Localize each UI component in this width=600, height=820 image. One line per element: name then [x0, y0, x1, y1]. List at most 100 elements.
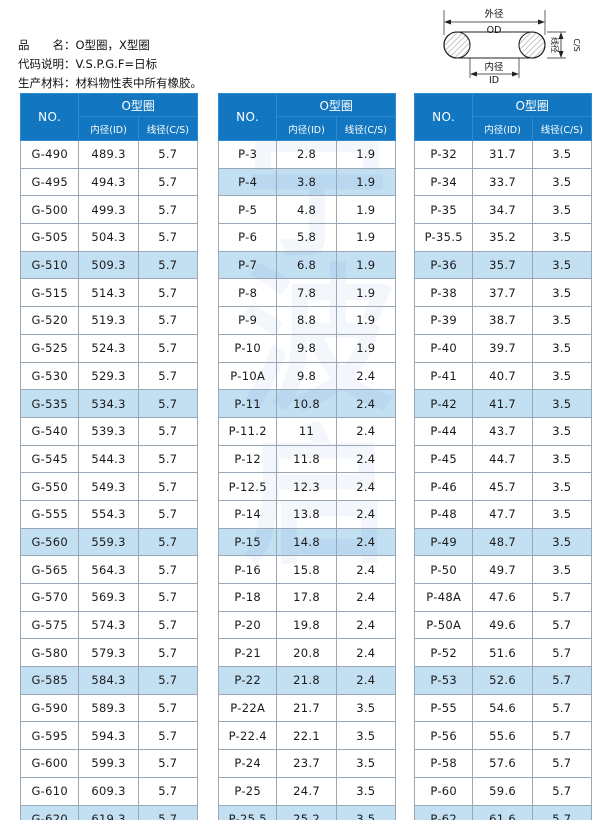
cell-no: P-52 — [413, 638, 474, 668]
table-g-series: NO. O型圈 内径(ID) 线径(C/S) G-490 489.3 5.7 G-49… — [19, 93, 199, 820]
cell-id: 33.7 — [472, 167, 533, 197]
cell-cs: 5.7 — [137, 776, 199, 806]
cell-no: P-8 — [217, 278, 278, 308]
cell-id: 39.7 — [472, 333, 533, 363]
cell-cs: 5.7 — [137, 472, 199, 501]
table-row: P-44 43.7 3.5 — [413, 416, 593, 446]
cell-id: 10.8 — [276, 389, 337, 418]
cell-no: G-595 — [19, 721, 80, 751]
table-row: G-585 584.3 5.7 — [19, 666, 199, 695]
table-row: P-25 24.7 3.5 — [217, 776, 397, 806]
table-row: P-21 20.8 2.4 — [217, 638, 397, 668]
cell-cs: 1.9 — [335, 167, 397, 197]
cell-no: P-48 — [413, 499, 474, 529]
table-row: P-52 51.6 5.7 — [413, 638, 593, 668]
cell-cs: 2.4 — [335, 499, 397, 529]
cell-cs: 5.7 — [531, 721, 593, 751]
cell-id: 49.6 — [472, 610, 533, 640]
cell-cs: 3.5 — [531, 140, 593, 169]
cell-id: 24.7 — [276, 776, 337, 806]
cell-id: 61.6 — [472, 804, 533, 820]
cell-id: 9.8 — [276, 361, 337, 391]
table-row: P-6 5.8 1.9 — [217, 223, 397, 252]
cell-id: 584.3 — [78, 666, 139, 695]
cell-cs: 2.4 — [335, 555, 397, 584]
cell-id: 619.3 — [78, 804, 139, 820]
cell-id: 54.6 — [472, 693, 533, 723]
material-line: 生产材料：材料物性表中所有橡胶。 — [18, 76, 202, 90]
table-row: G-600 599.3 5.7 — [19, 749, 199, 778]
cell-id: 594.3 — [78, 721, 139, 751]
cell-no: P-49 — [413, 527, 474, 557]
table-row: P-41 40.7 3.5 — [413, 361, 593, 391]
cell-no: G-600 — [19, 749, 80, 778]
cell-no: P-36 — [413, 250, 474, 280]
col-header-id: 内径(ID) — [276, 116, 337, 141]
table-header: NO. O型圈 内径(ID) 线径(C/S) — [217, 93, 397, 141]
cell-cs: 5.7 — [137, 693, 199, 723]
table-row: P-7 6.8 1.9 — [217, 250, 397, 280]
cell-cs: 1.9 — [335, 250, 397, 280]
cell-id: 13.8 — [276, 499, 337, 529]
cell-id: 22.1 — [276, 721, 337, 751]
cell-cs: 3.5 — [531, 444, 593, 474]
table-p-series-large: NO. O型圈 内径(ID) 线径(C/S) P-32 31.7 3.5 P-34 33… — [413, 93, 593, 820]
table-row: P-16 15.8 2.4 — [217, 555, 397, 584]
cell-no: G-565 — [19, 555, 80, 584]
cell-id: 4.8 — [276, 195, 337, 225]
cell-cs: 5.7 — [137, 583, 199, 612]
cell-no: P-40 — [413, 333, 474, 363]
cell-cs: 2.4 — [335, 610, 397, 640]
cell-cs: 3.5 — [335, 776, 397, 806]
cell-cs: 5.7 — [137, 223, 199, 252]
cell-cs: 3.5 — [531, 306, 593, 335]
cell-id: 519.3 — [78, 306, 139, 335]
table-row: P-11.2 11 2.4 — [217, 416, 397, 446]
cell-cs: 2.4 — [335, 527, 397, 557]
col-header-group: O型圈 — [472, 93, 592, 117]
cell-id: 41.7 — [472, 389, 533, 418]
table-row: P-10A 9.8 2.4 — [217, 361, 397, 391]
cell-cs: 5.7 — [137, 555, 199, 584]
cell-id: 589.3 — [78, 693, 139, 723]
cell-id: 569.3 — [78, 583, 139, 612]
cell-id: 549.3 — [78, 472, 139, 501]
cell-id: 35.7 — [472, 250, 533, 280]
cell-no: P-7 — [217, 250, 278, 280]
table-row: P-35.5 35.2 3.5 — [413, 223, 593, 252]
cell-cs: 5.7 — [137, 527, 199, 557]
cell-no: P-20 — [217, 610, 278, 640]
table-row: G-515 514.3 5.7 — [19, 278, 199, 308]
table-row: P-62 61.6 5.7 — [413, 804, 593, 820]
table-row: P-20 19.8 2.4 — [217, 610, 397, 640]
cell-no: G-590 — [19, 693, 80, 723]
cell-no: P-56 — [413, 721, 474, 751]
cell-cs: 1.9 — [335, 140, 397, 169]
cell-id: 11 — [276, 416, 337, 446]
product-name-line: 品 名：O型圈，X型圈 — [18, 38, 150, 52]
cell-id: 3.8 — [276, 167, 337, 197]
cell-id: 52.6 — [472, 666, 533, 695]
cell-cs: 3.5 — [335, 749, 397, 778]
cell-cs: 2.4 — [335, 416, 397, 446]
cell-cs: 5.7 — [137, 167, 199, 197]
table-row: P-34 33.7 3.5 — [413, 167, 593, 197]
table-row: G-565 564.3 5.7 — [19, 555, 199, 584]
table-row: G-495 494.3 5.7 — [19, 167, 199, 197]
table-row: P-40 39.7 3.5 — [413, 333, 593, 363]
cell-no: G-580 — [19, 638, 80, 668]
cell-no: P-45 — [413, 444, 474, 474]
table-row: P-3 2.8 1.9 — [217, 140, 397, 169]
table-row: P-10 9.8 1.9 — [217, 333, 397, 363]
table-row: P-42 41.7 3.5 — [413, 389, 593, 418]
table-row: P-12 11.8 2.4 — [217, 444, 397, 474]
cell-cs: 3.5 — [531, 389, 593, 418]
table-row: P-48 47.7 3.5 — [413, 499, 593, 529]
cell-id: 609.3 — [78, 776, 139, 806]
cell-cs: 5.7 — [531, 638, 593, 668]
cell-id: 534.3 — [78, 389, 139, 418]
cell-cs: 5.7 — [137, 278, 199, 308]
table-row: G-520 519.3 5.7 — [19, 306, 199, 335]
cell-id: 499.3 — [78, 195, 139, 225]
cell-no: P-11 — [217, 389, 278, 418]
